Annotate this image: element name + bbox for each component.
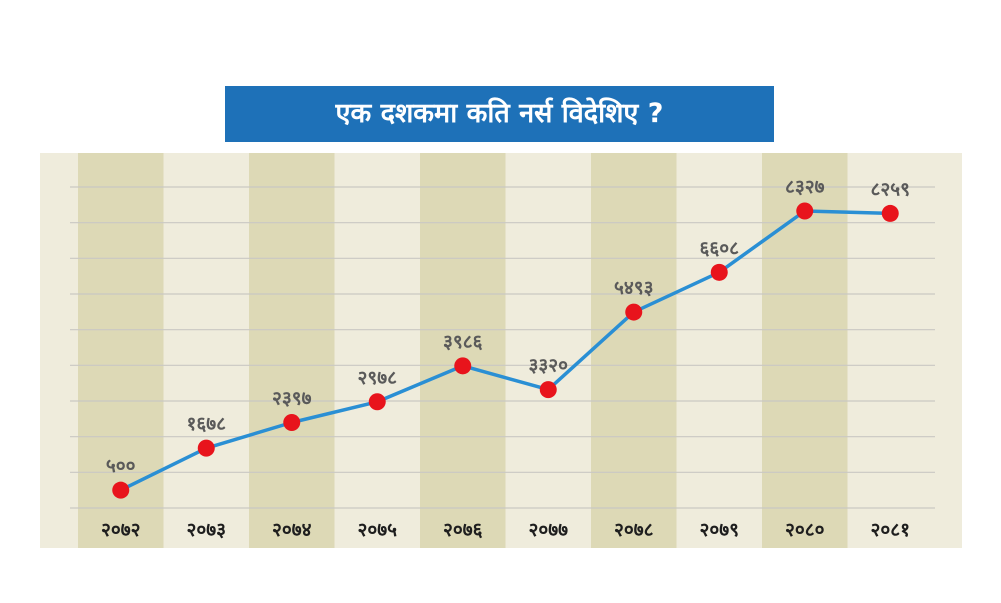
data-point <box>197 439 215 457</box>
data-point <box>796 202 814 220</box>
data-label: ५०० <box>106 455 136 477</box>
column-band <box>420 153 506 548</box>
x-tick-label: २०७४ <box>272 519 312 541</box>
data-labels: ५०० १६७८ २३९७ २९७८ ३९८६ ३३२० ५४९३ ६६०८ ८३२७ ८२५९ <box>106 176 910 477</box>
data-label: १६७८ <box>186 413 226 435</box>
x-tick-label: २०७६ <box>443 519 483 541</box>
data-point <box>625 303 643 321</box>
column-band <box>249 153 335 548</box>
data-point <box>368 393 386 411</box>
chart-title: एक दशकमा कति नर्स विदेशिए ? <box>225 86 774 142</box>
gridlines <box>70 186 935 509</box>
x-tick-label: २०७५ <box>357 519 397 541</box>
x-tick-label: २०७९ <box>699 519 739 541</box>
data-label: ३९८६ <box>443 331 483 353</box>
series-line-layer <box>119 209 892 492</box>
data-label: २३९७ <box>272 388 312 410</box>
column-band <box>591 153 677 548</box>
data-label: ८३२७ <box>785 176 825 198</box>
x-tick-label: २०७७ <box>528 519 568 541</box>
x-tick-label: २०८१ <box>870 519 910 541</box>
column-bands <box>40 153 962 548</box>
data-point <box>454 357 472 375</box>
data-point <box>283 414 301 432</box>
x-tick-label: २०७३ <box>186 519 226 541</box>
data-label: २९७८ <box>357 367 397 389</box>
data-point <box>112 481 130 499</box>
data-point <box>710 263 728 281</box>
data-label: ५४९३ <box>614 277 654 299</box>
data-label: ३३२० <box>528 355 568 377</box>
data-label: ८२५९ <box>870 178 910 200</box>
series-line <box>119 209 892 492</box>
x-tick-label: २०७२ <box>101 519 141 541</box>
data-point <box>539 381 557 399</box>
x-tick-label: २०८० <box>785 519 825 541</box>
data-point <box>881 204 899 222</box>
data-points <box>112 202 899 499</box>
x-axis-tick-labels: २०७२ २०७३ २०७४ २०७५ २०७६ २०७७ २०७८ २०७९ २०८० २०८१ <box>101 519 910 541</box>
x-tick-label: २०७८ <box>614 519 654 541</box>
data-label: ६६०८ <box>699 237 739 259</box>
